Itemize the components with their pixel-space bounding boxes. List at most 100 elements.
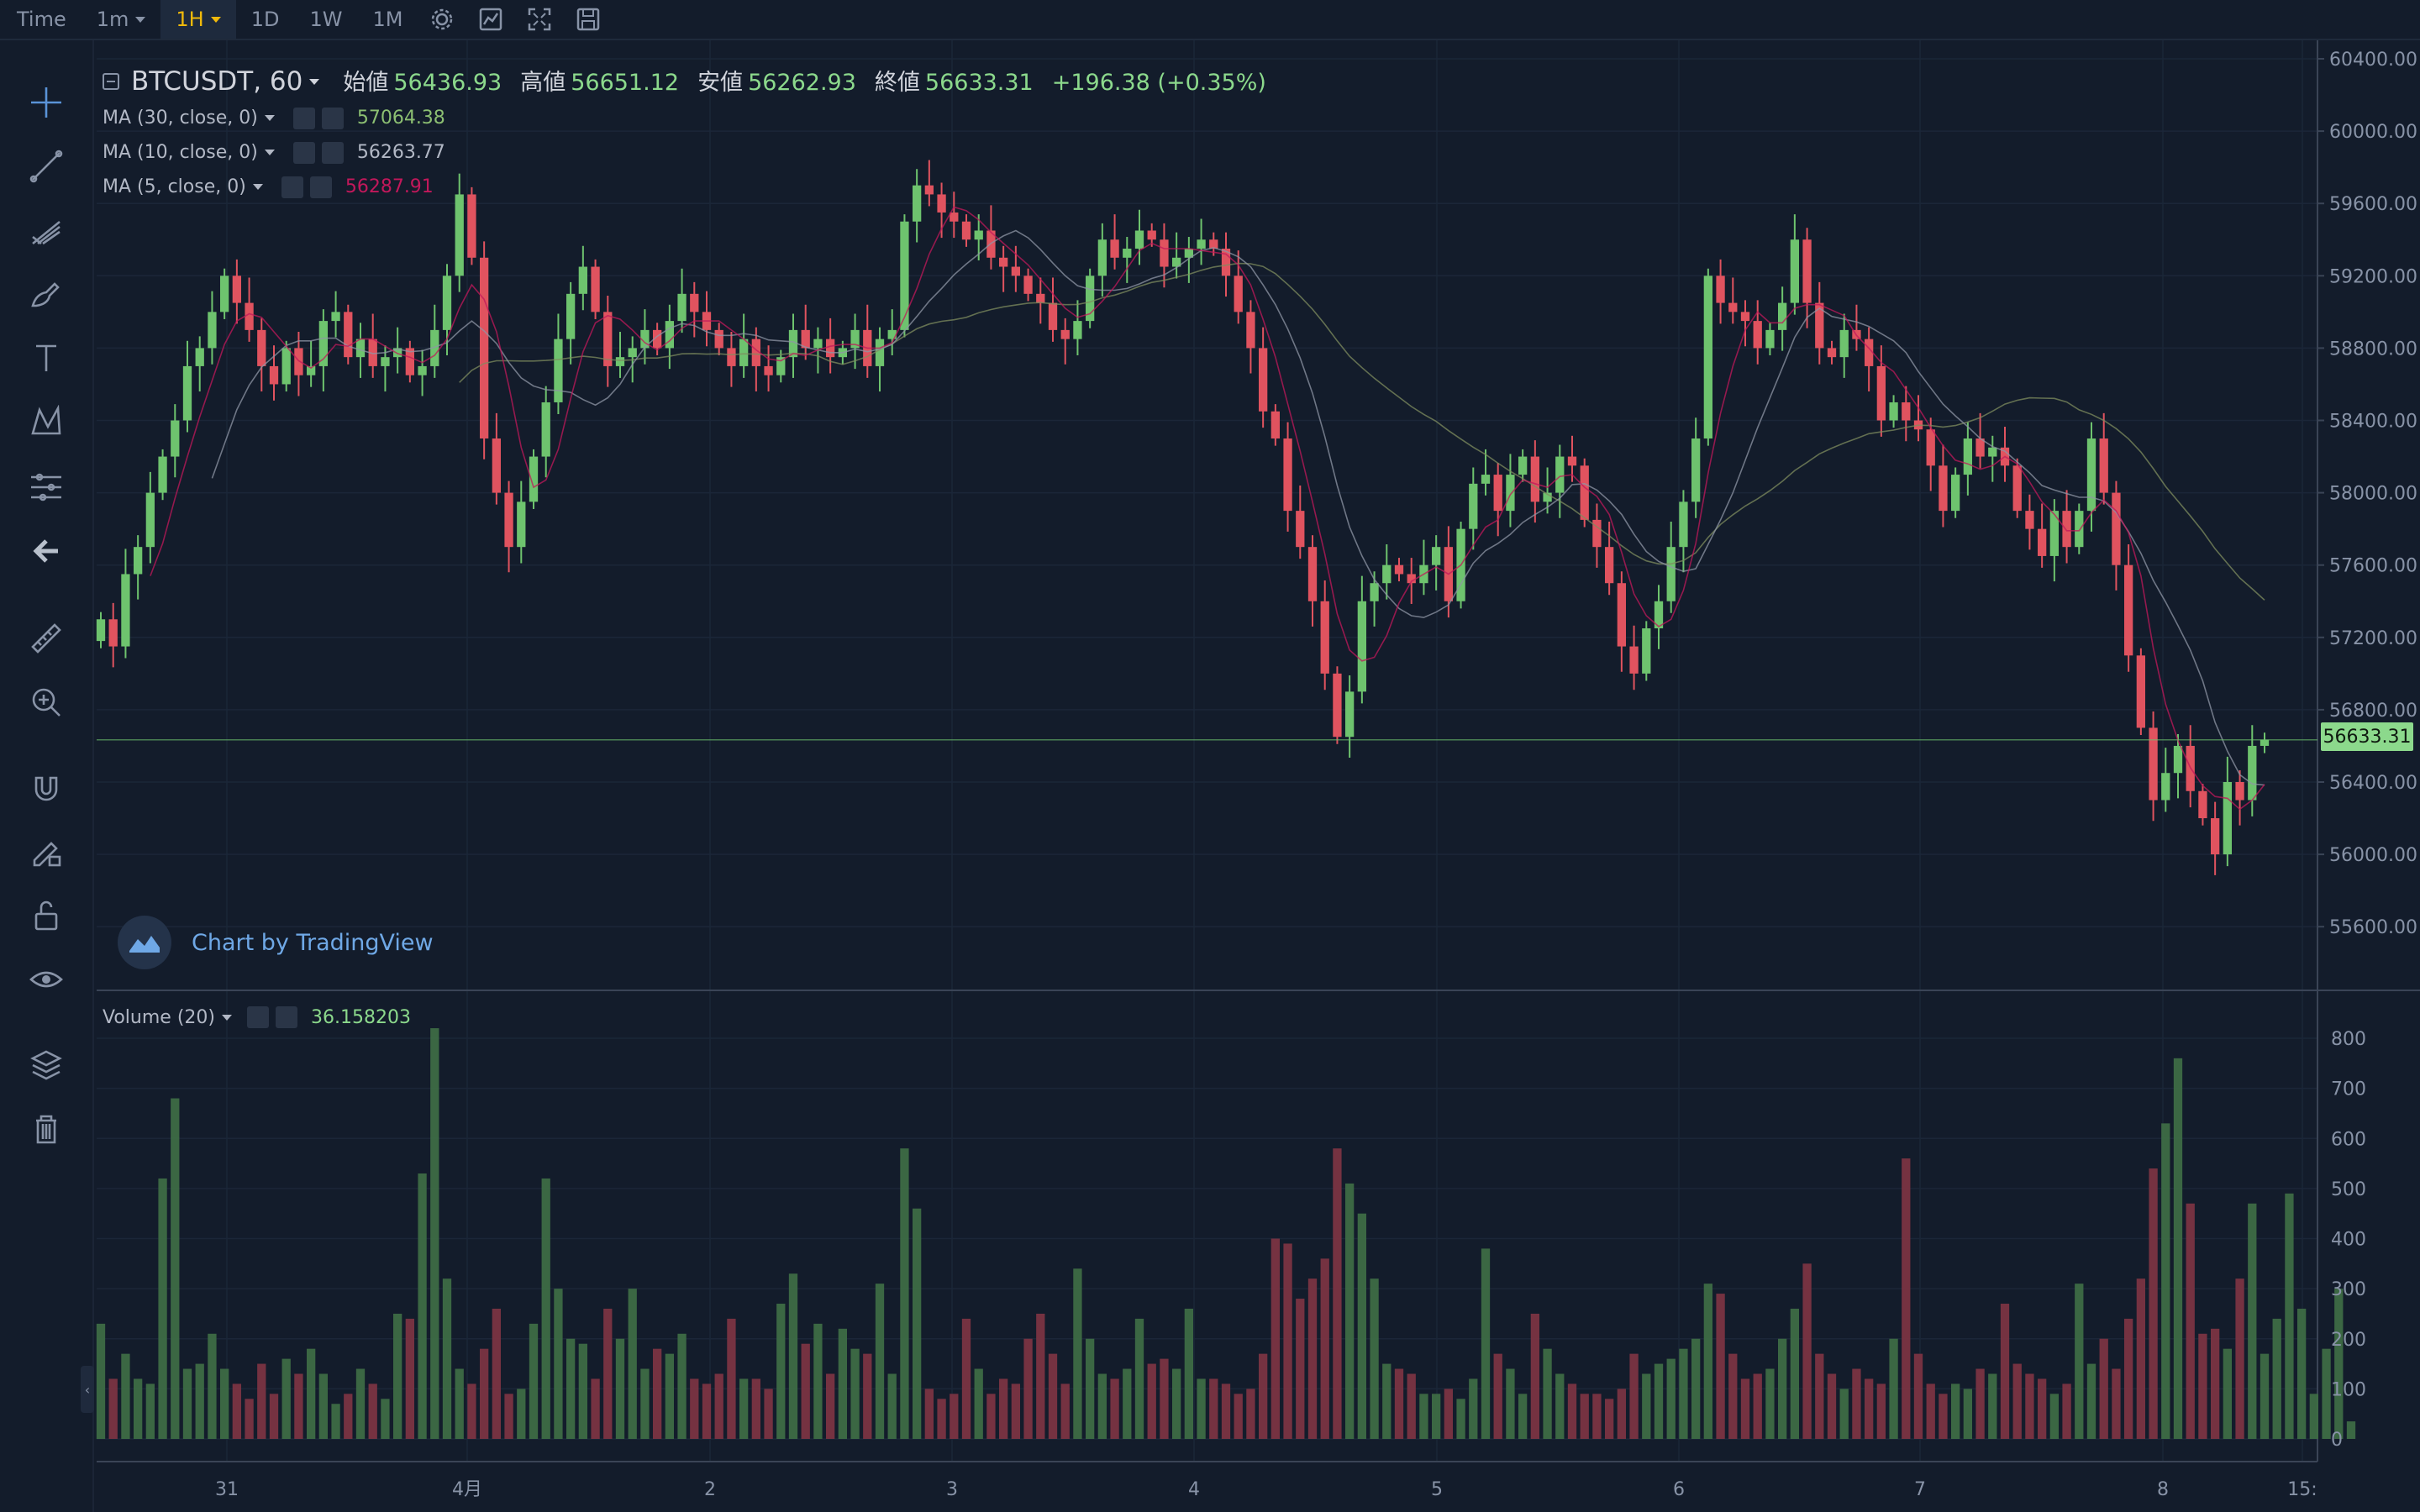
- symbol-selector[interactable]: BTCUSDT, 60: [103, 66, 320, 97]
- trash-icon[interactable]: [18, 1104, 74, 1154]
- candle-body: [1963, 438, 1973, 475]
- candle-body: [1939, 465, 1948, 512]
- volume-bar: [937, 1399, 946, 1439]
- chevron-down-icon[interactable]: [309, 78, 320, 85]
- volume-bar: [2346, 1421, 2356, 1439]
- interval-1m-button[interactable]: 1M: [357, 0, 418, 39]
- chevron-down-icon[interactable]: [264, 150, 275, 155]
- chevron-down-icon[interactable]: [264, 115, 275, 121]
- chevron-down-icon[interactable]: [252, 184, 263, 190]
- fullscreen-icon[interactable]: [515, 0, 564, 39]
- volume-bar: [294, 1373, 303, 1439]
- layers-icon[interactable]: [18, 1040, 74, 1090]
- candle-body: [1431, 547, 1441, 565]
- collapse-legend-icon[interactable]: [103, 73, 119, 90]
- volume-bar: [1160, 1358, 1169, 1439]
- interval-label: 1H: [176, 8, 204, 31]
- volume-bar: [1134, 1318, 1144, 1439]
- lock-drawing-icon[interactable]: [18, 827, 74, 877]
- candle-body: [1716, 276, 1725, 303]
- interval-1h-button[interactable]: 1H: [160, 0, 236, 39]
- close-icon[interactable]: [321, 107, 344, 129]
- candle-body: [1382, 564, 1392, 584]
- volume-bar: [1333, 1148, 1342, 1439]
- price-tick-label: 56800.00: [2329, 701, 2417, 722]
- unlock-icon[interactable]: [18, 890, 74, 941]
- ruler-icon[interactable]: [18, 613, 74, 664]
- close-icon[interactable]: [321, 141, 344, 164]
- open-value: 56436.93: [393, 70, 502, 96]
- magnet-icon[interactable]: [18, 763, 74, 813]
- eye-icon[interactable]: [18, 954, 74, 1005]
- time-tick-label: 3: [946, 1479, 958, 1500]
- volume-bar: [1852, 1368, 1861, 1439]
- candle-body: [1654, 601, 1664, 629]
- pitchfork-icon[interactable]: [18, 205, 74, 255]
- candle-body: [1469, 483, 1478, 529]
- open-label: 始値: [343, 70, 389, 96]
- volume-bar: [1073, 1268, 1082, 1439]
- interval-time-button[interactable]: Time: [0, 0, 82, 39]
- time-tick-label: 31: [215, 1479, 239, 1500]
- candle-body: [1753, 321, 1762, 349]
- candle-body: [1777, 302, 1787, 330]
- volume-bar: [1344, 1183, 1355, 1439]
- interval-1w-button[interactable]: 1W: [294, 0, 357, 39]
- save-icon[interactable]: [564, 0, 613, 39]
- indicators-icon[interactable]: [466, 0, 515, 39]
- crosshair-icon[interactable]: [18, 77, 74, 128]
- candle-body: [405, 348, 415, 375]
- candle-body: [1975, 438, 1985, 457]
- candle-body: [1270, 411, 1281, 439]
- candle-body: [2248, 745, 2257, 801]
- candle-body: [318, 321, 329, 366]
- volume-bar: [1765, 1368, 1775, 1439]
- candle-body: [974, 230, 983, 240]
- candle-body: [1790, 239, 1800, 303]
- price-tick-label: 56000.00: [2329, 845, 2417, 866]
- collapse-toolbar-button[interactable]: ‹: [81, 1366, 94, 1413]
- candle-body: [455, 194, 464, 276]
- tradingview-watermark[interactable]: Chart by TradingView: [118, 916, 434, 969]
- candle-body: [108, 619, 118, 647]
- close-icon[interactable]: [275, 1006, 297, 1028]
- back-arrow-icon[interactable]: [18, 526, 74, 576]
- candle-body: [158, 456, 167, 493]
- candle-body: [1036, 293, 1045, 303]
- volume-bar: [1703, 1284, 1713, 1439]
- candle-body: [1209, 239, 1218, 249]
- zoom-in-icon[interactable]: [18, 677, 74, 727]
- interval-1d-button[interactable]: 1D: [236, 0, 295, 39]
- candle-body: [245, 302, 254, 330]
- settings-icon[interactable]: [246, 1006, 269, 1028]
- volume-bar: [924, 1389, 934, 1439]
- fib-icon[interactable]: [18, 462, 74, 512]
- brush-icon[interactable]: [18, 269, 74, 319]
- settings-icon[interactable]: [418, 0, 466, 39]
- pattern-icon[interactable]: [18, 396, 74, 447]
- volume-bar: [281, 1358, 291, 1439]
- text-icon[interactable]: [18, 333, 74, 383]
- candle-body: [2198, 790, 2207, 819]
- candle-body: [1740, 312, 1750, 322]
- interval-1m-button[interactable]: 1m: [82, 0, 161, 39]
- close-icon[interactable]: [309, 176, 332, 198]
- settings-icon[interactable]: [292, 141, 315, 164]
- candle-body: [517, 501, 526, 548]
- settings-icon[interactable]: [281, 176, 303, 198]
- volume-bar: [900, 1148, 909, 1439]
- chevron-down-icon[interactable]: [221, 1014, 232, 1021]
- candle-body: [1048, 302, 1058, 330]
- price-tick-label: 58400.00: [2329, 412, 2417, 433]
- candle-body: [1864, 339, 1874, 366]
- ma30-legend: MA (30, close, 0) 57064.38: [103, 101, 1285, 135]
- volume-bar: [269, 1394, 279, 1439]
- trend-line-icon[interactable]: [18, 141, 74, 192]
- candle-body: [2136, 655, 2146, 728]
- volume-bar: [1926, 1383, 1935, 1439]
- ma30-line: [459, 262, 2265, 601]
- settings-icon[interactable]: [292, 107, 315, 129]
- volume-bar: [912, 1208, 922, 1439]
- candle-body: [751, 339, 761, 366]
